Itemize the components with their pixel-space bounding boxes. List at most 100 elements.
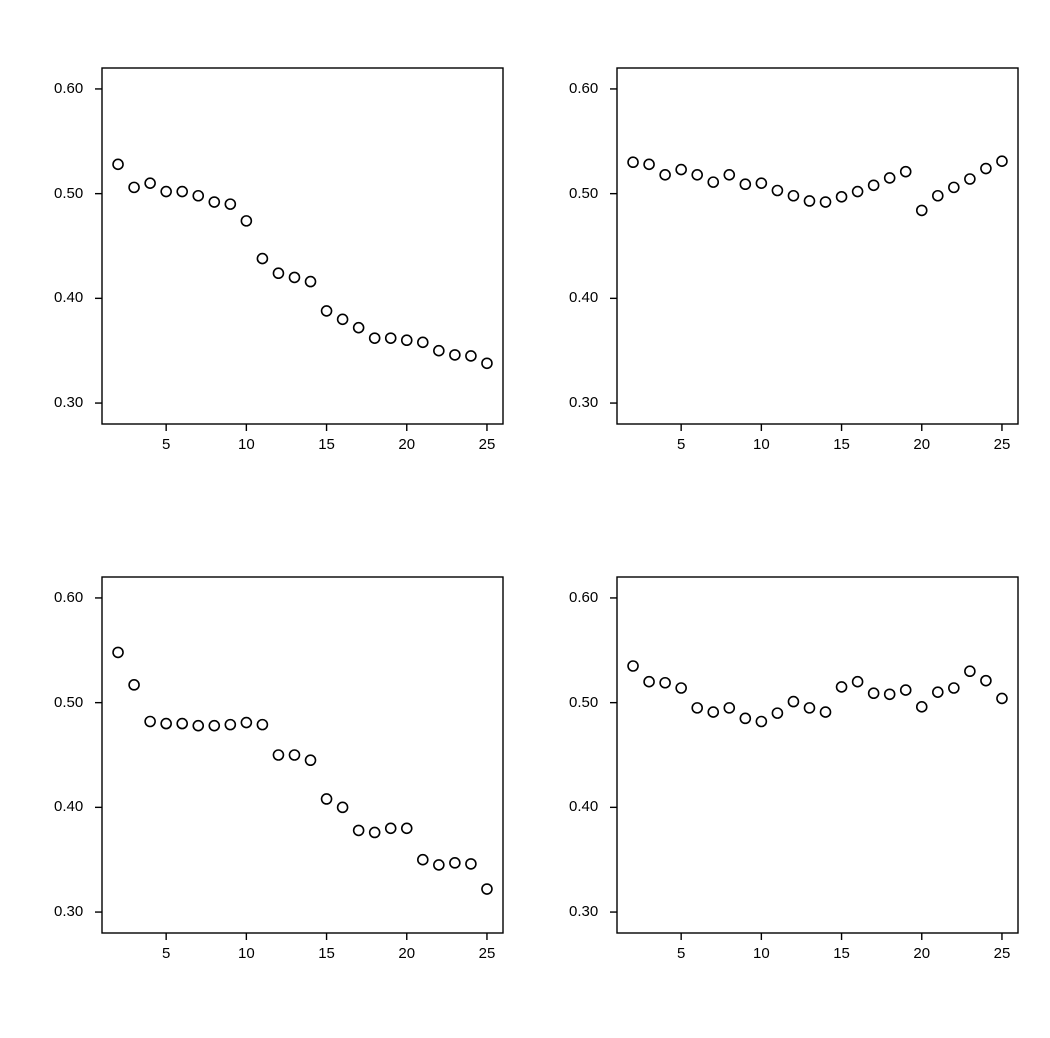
y-tick-label: 0.40 <box>54 289 83 306</box>
data-point <box>402 823 412 833</box>
data-point <box>837 192 847 202</box>
data-point <box>257 720 267 730</box>
data-point <box>965 666 975 676</box>
data-point <box>434 860 444 870</box>
data-point <box>708 177 718 187</box>
data-point <box>708 707 718 717</box>
data-point <box>869 180 879 190</box>
x-tick-label: 25 <box>987 945 1017 962</box>
data-point <box>161 719 171 729</box>
data-point <box>354 323 364 333</box>
data-point <box>933 191 943 201</box>
data-point <box>756 178 766 188</box>
data-point <box>338 802 348 812</box>
x-tick-label: 5 <box>666 945 696 962</box>
data-point <box>724 170 734 180</box>
data-point <box>289 272 299 282</box>
data-point <box>145 178 155 188</box>
data-point <box>273 750 283 760</box>
y-tick-label: 0.30 <box>569 903 598 920</box>
data-point <box>628 661 638 671</box>
data-point <box>788 191 798 201</box>
data-point <box>965 174 975 184</box>
data-point <box>386 333 396 343</box>
data-point <box>821 707 831 717</box>
y-tick-label: 0.30 <box>54 394 83 411</box>
data-point <box>997 693 1007 703</box>
data-point <box>418 855 428 865</box>
data-point <box>981 164 991 174</box>
data-point <box>129 182 139 192</box>
data-point <box>756 716 766 726</box>
panel-b: (b) SF:RCV methodestimated standard devi… <box>525 10 1040 519</box>
data-point <box>901 167 911 177</box>
plot-svg <box>10 519 525 1028</box>
x-tick-label: 15 <box>827 436 857 453</box>
data-point <box>660 678 670 688</box>
data-point <box>981 676 991 686</box>
data-point <box>676 165 686 175</box>
data-point <box>740 713 750 723</box>
data-point <box>917 205 927 215</box>
data-point <box>644 159 654 169</box>
data-point <box>225 720 235 730</box>
data-point <box>418 337 428 347</box>
data-point <box>772 708 782 718</box>
data-point <box>370 333 380 343</box>
y-tick-label: 0.30 <box>54 903 83 920</box>
data-point <box>177 719 187 729</box>
x-tick-label: 5 <box>151 945 181 962</box>
plot-svg <box>525 10 1040 519</box>
data-point <box>113 159 123 169</box>
y-tick-label: 0.60 <box>569 80 598 97</box>
x-tick-label: 5 <box>666 436 696 453</box>
x-tick-label: 10 <box>746 436 776 453</box>
x-tick-label: 10 <box>231 436 261 453</box>
y-tick-label: 0.50 <box>54 694 83 711</box>
data-point <box>821 197 831 207</box>
data-point <box>837 682 847 692</box>
y-tick-label: 0.40 <box>569 798 598 815</box>
y-tick-label: 0.60 <box>569 589 598 606</box>
panel-c: (c) LA:naive methodestimated standard de… <box>10 519 525 1028</box>
data-point <box>724 703 734 713</box>
data-point <box>740 179 750 189</box>
data-point <box>466 351 476 361</box>
data-point <box>322 306 332 316</box>
data-point <box>853 187 863 197</box>
y-tick-label: 0.40 <box>54 798 83 815</box>
x-tick-label: 15 <box>312 436 342 453</box>
data-point <box>225 199 235 209</box>
x-tick-label: 20 <box>907 945 937 962</box>
data-point <box>997 156 1007 166</box>
x-tick-label: 15 <box>827 945 857 962</box>
data-point <box>113 647 123 657</box>
y-tick-label: 0.60 <box>54 80 83 97</box>
data-point <box>402 335 412 345</box>
data-point <box>917 702 927 712</box>
x-tick-label: 15 <box>312 945 342 962</box>
data-point <box>257 254 267 264</box>
data-point <box>692 170 702 180</box>
data-point <box>644 677 654 687</box>
data-point <box>628 157 638 167</box>
data-point <box>338 314 348 324</box>
data-point <box>901 685 911 695</box>
data-point <box>853 677 863 687</box>
data-point <box>466 859 476 869</box>
x-tick-label: 25 <box>987 436 1017 453</box>
x-tick-label: 25 <box>472 436 502 453</box>
data-point <box>482 884 492 894</box>
data-point <box>692 703 702 713</box>
data-point <box>354 825 364 835</box>
data-point <box>772 186 782 196</box>
data-point <box>241 718 251 728</box>
data-point <box>161 187 171 197</box>
data-point <box>933 687 943 697</box>
x-tick-label: 10 <box>231 945 261 962</box>
y-tick-label: 0.40 <box>569 289 598 306</box>
data-point <box>676 683 686 693</box>
x-tick-label: 5 <box>151 436 181 453</box>
data-point <box>306 277 316 287</box>
data-point <box>788 697 798 707</box>
